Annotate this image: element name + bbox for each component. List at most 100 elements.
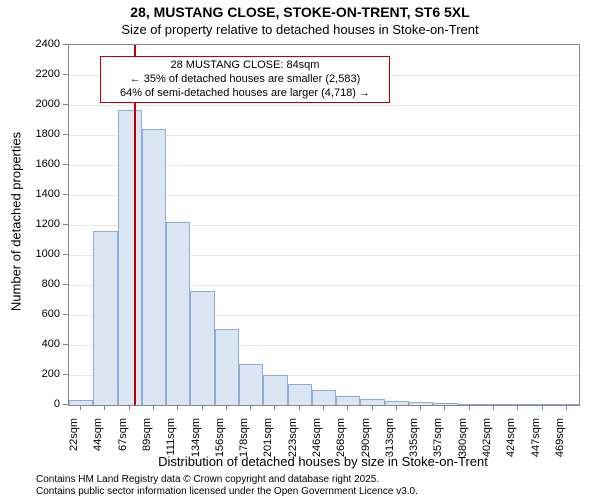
x-tick-label: 22sqm: [68, 418, 80, 466]
annotation-line: 28 MUSTANG CLOSE: 84sqm: [107, 59, 383, 73]
x-tick-label: 44sqm: [92, 418, 104, 466]
histogram-bar: [239, 364, 263, 405]
x-tick-label: 223sqm: [287, 418, 299, 466]
x-tick-mark: [202, 405, 203, 410]
x-tick-mark: [177, 405, 178, 410]
x-tick-label: 469sqm: [554, 418, 566, 466]
y-tick-label: 1000: [30, 248, 60, 260]
y-tick-mark: [63, 44, 68, 45]
y-axis-label: Number of detached properties: [9, 42, 24, 402]
x-tick-mark: [396, 405, 397, 410]
y-tick-label: 600: [30, 308, 60, 320]
annotation-line: ← 35% of detached houses are smaller (2,…: [107, 73, 383, 87]
x-tick-label: 134sqm: [190, 418, 202, 466]
x-tick-mark: [299, 405, 300, 410]
histogram-bar: [506, 404, 530, 405]
x-tick-label: 246sqm: [311, 418, 323, 466]
x-tick-mark: [104, 405, 105, 410]
y-tick-mark: [63, 344, 68, 345]
x-tick-mark: [80, 405, 81, 410]
x-tick-label: 335sqm: [408, 418, 420, 466]
x-tick-label: 268sqm: [335, 418, 347, 466]
y-tick-mark: [63, 134, 68, 135]
chart-container: { "chart": { "type": "histogram", "title…: [0, 0, 600, 500]
x-tick-label: 424sqm: [505, 418, 517, 466]
y-tick-mark: [63, 254, 68, 255]
x-tick-mark: [347, 405, 348, 410]
x-tick-mark: [444, 405, 445, 410]
x-tick-label: 201sqm: [262, 418, 274, 466]
x-tick-mark: [323, 405, 324, 410]
chart-title: 28, MUSTANG CLOSE, STOKE-ON-TRENT, ST6 5…: [0, 4, 600, 20]
x-tick-label: 111sqm: [165, 418, 177, 466]
annotation-box: 28 MUSTANG CLOSE: 84sqm← 35% of detached…: [100, 56, 390, 103]
x-tick-label: 89sqm: [141, 418, 153, 466]
histogram-bar: [385, 401, 409, 406]
y-tick-mark: [63, 404, 68, 405]
histogram-bar: [458, 404, 482, 406]
histogram-bar: [312, 390, 336, 405]
y-tick-label: 0: [30, 398, 60, 410]
x-tick-mark: [493, 405, 494, 410]
x-tick-label: 402sqm: [481, 418, 493, 466]
x-tick-label: 290sqm: [360, 418, 372, 466]
x-tick-mark: [372, 405, 373, 410]
y-tick-label: 2200: [30, 68, 60, 80]
y-tick-mark: [63, 284, 68, 285]
y-tick-label: 1600: [30, 158, 60, 170]
y-tick-mark: [63, 374, 68, 375]
histogram-bar: [69, 400, 93, 405]
y-tick-label: 800: [30, 278, 60, 290]
histogram-bar: [93, 231, 117, 405]
y-tick-label: 1200: [30, 218, 60, 230]
x-tick-mark: [250, 405, 251, 410]
histogram-bar: [142, 129, 166, 405]
x-tick-mark: [129, 405, 130, 410]
x-tick-label: 313sqm: [384, 418, 396, 466]
y-tick-mark: [63, 224, 68, 225]
grid-line: [69, 105, 579, 106]
chart-subtitle: Size of property relative to detached ho…: [0, 22, 600, 37]
x-tick-label: 178sqm: [238, 418, 250, 466]
histogram-bar: [336, 396, 360, 405]
histogram-bar: [190, 291, 214, 405]
histogram-bar: [118, 110, 142, 406]
x-tick-label: 67sqm: [117, 418, 129, 466]
y-tick-label: 2000: [30, 98, 60, 110]
y-tick-label: 1800: [30, 128, 60, 140]
histogram-bar: [530, 404, 554, 405]
x-tick-mark: [226, 405, 227, 410]
y-tick-mark: [63, 104, 68, 105]
x-tick-label: 156sqm: [214, 418, 226, 466]
y-tick-label: 200: [30, 368, 60, 380]
histogram-bar: [215, 329, 239, 406]
histogram-bar: [409, 402, 433, 405]
y-tick-label: 2400: [30, 38, 60, 50]
footer-line-1: Contains HM Land Registry data © Crown c…: [36, 474, 600, 486]
x-tick-label: 447sqm: [530, 418, 542, 466]
footer-line-2: Contains public sector information licen…: [36, 486, 600, 498]
histogram-bar: [360, 399, 384, 405]
histogram-bar: [166, 222, 190, 405]
x-tick-mark: [542, 405, 543, 410]
x-tick-label: 380sqm: [457, 418, 469, 466]
x-tick-mark: [274, 405, 275, 410]
y-tick-mark: [63, 164, 68, 165]
footer-credits: Contains HM Land Registry data © Crown c…: [0, 474, 600, 498]
y-tick-mark: [63, 74, 68, 75]
x-tick-mark: [153, 405, 154, 410]
y-tick-label: 400: [30, 338, 60, 350]
y-tick-mark: [63, 194, 68, 195]
histogram-bar: [288, 384, 312, 405]
y-tick-label: 1400: [30, 188, 60, 200]
y-tick-mark: [63, 314, 68, 315]
histogram-bar: [433, 403, 457, 405]
annotation-line: 64% of semi-detached houses are larger (…: [107, 87, 383, 101]
x-tick-mark: [420, 405, 421, 410]
x-tick-mark: [469, 405, 470, 410]
x-tick-mark: [517, 405, 518, 410]
x-tick-label: 357sqm: [432, 418, 444, 466]
histogram-bar: [555, 404, 579, 405]
histogram-bar: [263, 375, 287, 405]
x-tick-mark: [566, 405, 567, 410]
